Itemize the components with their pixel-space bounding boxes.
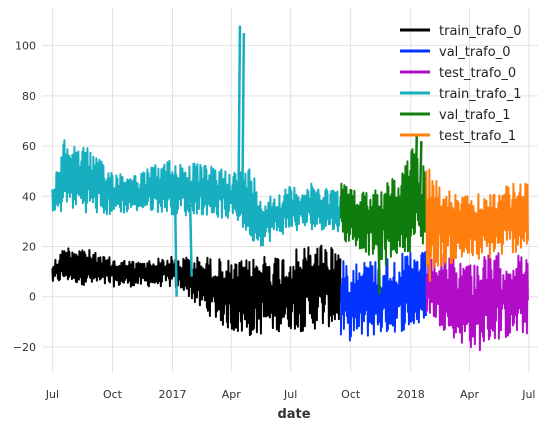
y-tick-label: 40 bbox=[22, 190, 36, 203]
legend-label: train_trafo_0 bbox=[439, 24, 521, 39]
x-tick-label: Jul bbox=[283, 388, 297, 401]
plot-area bbox=[51, 25, 529, 352]
y-tick-label: 100 bbox=[15, 40, 36, 53]
series-line-test_trafo_0 bbox=[425, 252, 529, 352]
series-line-train_trafo_0 bbox=[51, 244, 342, 337]
legend-label: test_trafo_1 bbox=[439, 129, 516, 144]
series-line-val_trafo_1 bbox=[339, 148, 427, 267]
series-spike-val_trafo_1 bbox=[418, 141, 423, 211]
series-spike-val_trafo_1 bbox=[376, 210, 381, 295]
y-tick-label: 60 bbox=[22, 140, 36, 153]
x-tick-label: Oct bbox=[103, 388, 123, 401]
y-tick-label: 0 bbox=[29, 291, 36, 304]
x-tick-label: Jul bbox=[521, 388, 535, 401]
series-spike-train_trafo_1 bbox=[237, 25, 242, 204]
legend-label: train_trafo_1 bbox=[439, 87, 521, 102]
series-spike-train_trafo_1 bbox=[188, 203, 193, 277]
x-tick-label: 2017 bbox=[159, 388, 187, 401]
x-tick-label: Apr bbox=[222, 388, 242, 401]
series-line-val_trafo_0 bbox=[339, 250, 427, 342]
legend: train_trafo_0 val_trafo_0 test_trafo_0trai… bbox=[400, 24, 521, 144]
x-tick-label: Jul bbox=[45, 388, 59, 401]
x-tick-label: Apr bbox=[460, 388, 480, 401]
x-axis: Jul Oct 2017 Apr Jul Oct 2018 Apr Jul bbox=[45, 388, 536, 401]
series-line-train_trafo_1 bbox=[51, 139, 342, 247]
series-spike-val_trafo_1 bbox=[414, 133, 419, 211]
series-spike-train_trafo_1 bbox=[241, 33, 246, 204]
y-tick-label: −20 bbox=[13, 341, 36, 354]
legend-label: test_trafo_0 bbox=[439, 66, 516, 81]
series-spike-train_trafo_1 bbox=[173, 203, 178, 297]
series-spike-test_trafo_1 bbox=[427, 213, 432, 282]
legend-label: val_trafo_1 bbox=[439, 108, 510, 123]
series-line-test_trafo_1 bbox=[425, 168, 529, 269]
x-axis-title: date bbox=[277, 407, 310, 422]
x-tick-label: 2018 bbox=[397, 388, 425, 401]
x-tick-label: Oct bbox=[341, 388, 361, 401]
legend-label: val_trafo_0 bbox=[439, 45, 510, 60]
y-tick-label: 20 bbox=[22, 240, 36, 253]
y-tick-label: 80 bbox=[22, 90, 36, 103]
y-axis: −20 0 20 40 60 80 100 bbox=[13, 40, 36, 354]
